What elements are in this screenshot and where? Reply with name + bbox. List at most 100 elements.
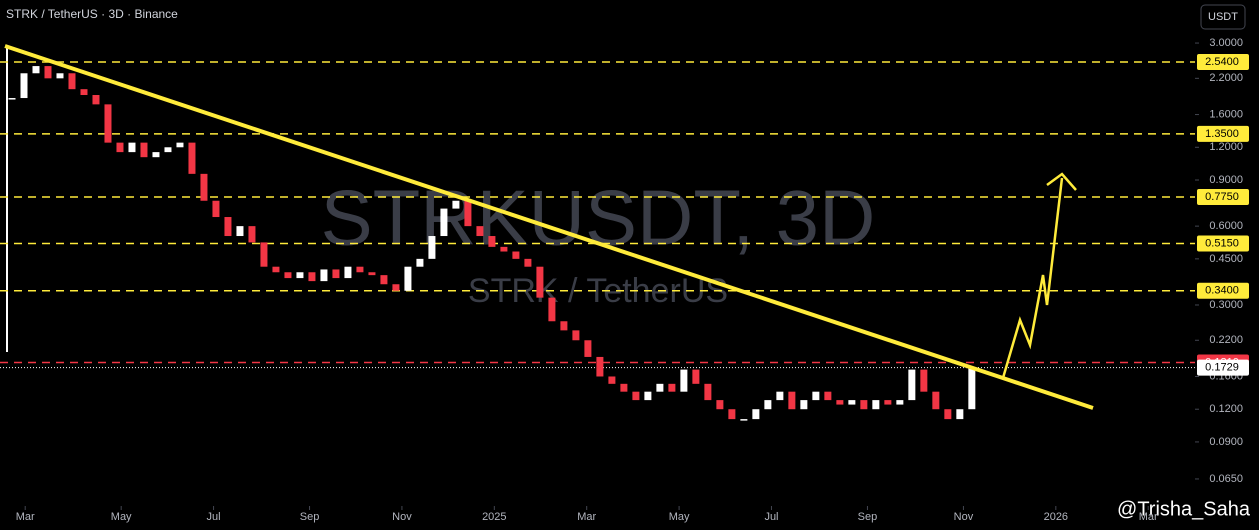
plot xyxy=(0,61,1195,421)
y-tick-label: 0.9000 xyxy=(1209,174,1243,186)
x-tick-label: 2026 xyxy=(1044,511,1068,523)
projection-arrowhead xyxy=(1046,172,1077,191)
y-tick-label: 3.0000 xyxy=(1209,37,1243,49)
candle xyxy=(944,409,952,420)
chart-header: STRK / TetherUS · 3D · Binance xyxy=(6,7,178,21)
candle xyxy=(572,330,580,341)
currency-button[interactable]: USDT xyxy=(1208,11,1238,23)
candle xyxy=(548,297,556,322)
y-tick-label: 0.0650 xyxy=(1209,473,1243,485)
y-tick-label: 0.1200 xyxy=(1209,403,1243,415)
candle xyxy=(464,200,472,227)
candle xyxy=(884,400,892,405)
trendline xyxy=(4,44,1094,410)
candle xyxy=(248,226,256,243)
candle xyxy=(872,400,880,410)
y-tick-label: 2.2000 xyxy=(1209,72,1243,84)
y-tick-label: 1.2000 xyxy=(1209,141,1243,153)
candle xyxy=(824,391,832,401)
x-tick-label: Jul xyxy=(764,511,778,523)
candle xyxy=(896,400,904,405)
candle xyxy=(788,391,796,410)
candle xyxy=(812,391,820,401)
candle xyxy=(344,266,352,279)
candle xyxy=(308,272,316,282)
candle xyxy=(296,272,304,279)
candle xyxy=(20,73,28,99)
candle xyxy=(848,400,856,405)
candle xyxy=(860,400,868,410)
y-tick-label: 0.4500 xyxy=(1209,253,1243,265)
candle xyxy=(764,400,772,410)
level-label: 0.1729 xyxy=(1205,362,1239,374)
x-tick-label: May xyxy=(669,511,690,523)
candle xyxy=(680,369,688,392)
projection-arrow xyxy=(1001,177,1064,379)
candle xyxy=(332,269,340,279)
candle xyxy=(128,142,136,153)
x-tick-label: May xyxy=(111,511,132,523)
candle xyxy=(392,284,400,291)
candle xyxy=(428,236,436,259)
candle xyxy=(164,147,172,153)
candle xyxy=(740,419,748,421)
currency-button-bg[interactable] xyxy=(1200,4,1246,30)
candle xyxy=(440,208,448,237)
candle xyxy=(536,266,544,298)
candle xyxy=(476,226,484,237)
candle xyxy=(236,226,244,237)
level-label: 1.3500 xyxy=(1205,128,1239,140)
candle xyxy=(140,142,148,158)
watermark: STRKUSDT, 3D xyxy=(321,174,876,262)
level-label: 0.3400 xyxy=(1205,285,1239,297)
candle xyxy=(920,369,928,392)
level-label: 0.5150 xyxy=(1205,237,1239,249)
x-tick-label: Nov xyxy=(392,511,412,523)
candle xyxy=(416,258,424,267)
candle xyxy=(692,369,700,384)
y-tick-label: 0.6000 xyxy=(1209,220,1243,232)
candle xyxy=(608,376,616,384)
candle xyxy=(260,242,268,267)
level-label: 0.7750 xyxy=(1205,191,1239,203)
x-tick-label: Mar xyxy=(16,511,35,523)
candle xyxy=(584,340,592,357)
level-label-bg xyxy=(1197,235,1249,252)
candle xyxy=(32,66,40,74)
x-tick-label: Nov xyxy=(954,511,974,523)
candle xyxy=(728,409,736,420)
level-label-bg xyxy=(1197,282,1249,299)
y-tick-label: 0.2200 xyxy=(1209,334,1243,346)
candle xyxy=(284,272,292,279)
x-tick-label: Mar xyxy=(577,511,596,523)
candle xyxy=(380,275,388,285)
x-tick-label: Jul xyxy=(207,511,221,523)
candle xyxy=(668,383,676,392)
candle xyxy=(560,321,568,331)
x-tick-label: Sep xyxy=(858,511,878,523)
candle xyxy=(968,367,976,410)
level-label-bg xyxy=(1197,53,1249,70)
y-tick-label: 0.3000 xyxy=(1209,299,1243,311)
candle xyxy=(956,409,964,420)
candle xyxy=(200,173,208,201)
candle xyxy=(320,269,328,282)
candle xyxy=(932,391,940,410)
candle xyxy=(704,383,712,401)
candle xyxy=(656,383,664,392)
candle xyxy=(272,266,280,273)
y-tick-label: 0.0900 xyxy=(1209,436,1243,448)
candle xyxy=(716,400,724,410)
candle xyxy=(452,200,460,209)
candle xyxy=(224,217,232,237)
candle xyxy=(752,409,760,420)
candle xyxy=(356,266,364,273)
candle xyxy=(500,246,508,252)
x-tick-label: 2025 xyxy=(482,511,506,523)
credit: @Trisha_Saha xyxy=(1117,498,1251,520)
candle xyxy=(644,391,652,401)
candle xyxy=(632,391,640,401)
candle xyxy=(488,236,496,247)
